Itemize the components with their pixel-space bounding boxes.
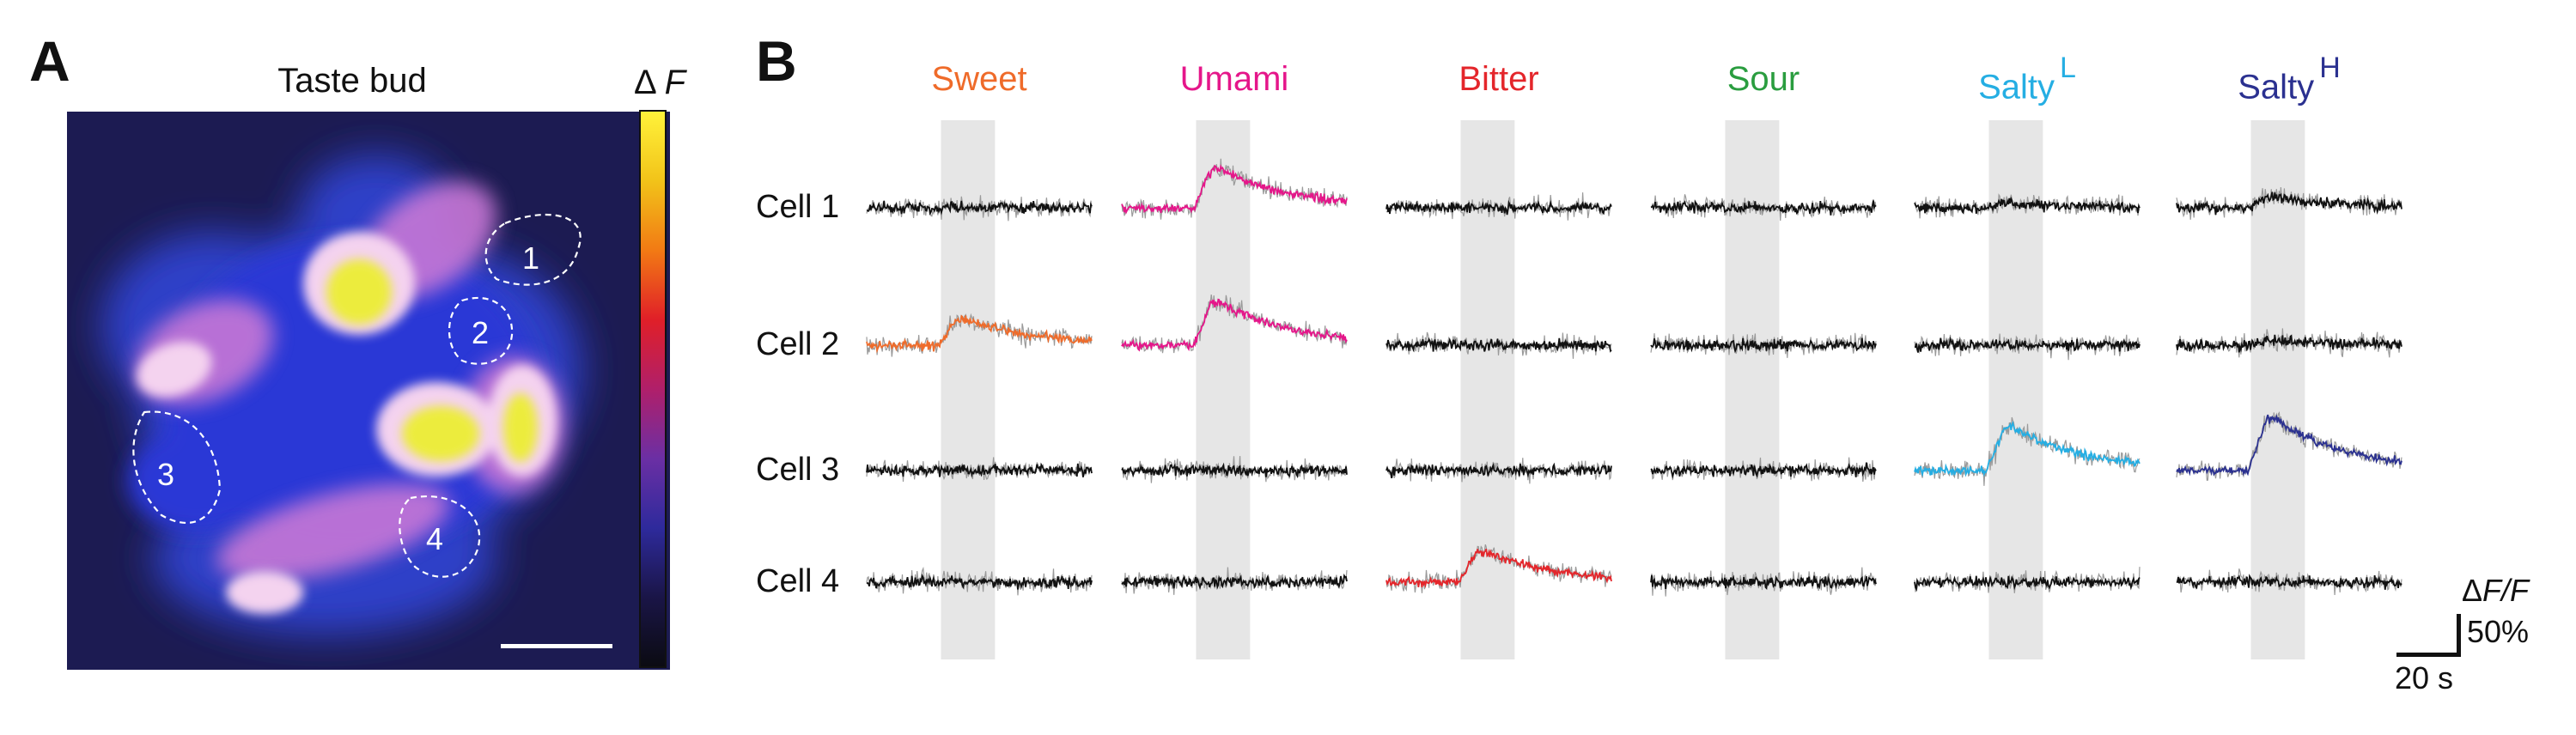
trace-cell-1-2	[1385, 199, 1612, 216]
column-label-sup: H	[2319, 52, 2341, 84]
taste-bud-micrograph: 1 2 3 4	[67, 112, 670, 670]
trace-cell-2-0	[866, 314, 1093, 354]
scale-y-label: ΔF/F	[2462, 575, 2529, 606]
cell-3-number: 3	[157, 457, 174, 492]
colorbar	[639, 110, 667, 668]
column-label-text: Sweet	[931, 60, 1027, 98]
trace-cell-2-1	[1121, 298, 1348, 352]
column-label-3: Sour	[1635, 62, 1892, 96]
column-label-sup: L	[2060, 52, 2076, 84]
column-label-0: Sweet	[850, 62, 1108, 96]
micrograph-scale-bar	[501, 644, 612, 648]
trace-cell-3-4	[1914, 420, 2141, 477]
cell-2-number: 2	[472, 315, 489, 350]
colorbar-delta: Δ	[634, 64, 655, 101]
trace-cell-3-1	[1121, 462, 1348, 479]
trace-cell-3-5	[2176, 414, 2402, 477]
stimulus-band	[2250, 120, 2305, 659]
column-label-4: SaltyL	[1898, 53, 2156, 106]
cell-4-outline	[399, 495, 481, 578]
trace-cell-1-5	[2176, 191, 2402, 216]
panel-a-letter: A	[29, 29, 70, 93]
trace-cell-3-0	[866, 462, 1093, 478]
column-label-text: Salty	[1978, 68, 2055, 106]
cell-1-outline	[484, 213, 582, 286]
scale-y-value: 50%	[2467, 614, 2530, 649]
colorbar-label: Δ F	[634, 65, 685, 100]
trace-variance-2-2	[1385, 331, 1612, 359]
column-label-text: Salty	[2238, 68, 2315, 106]
column-label-5: SaltyH	[2160, 53, 2418, 106]
trace-cell-4-4	[1914, 574, 2141, 592]
trace-cell-3-2	[1385, 462, 1612, 479]
column-label-text: Umami	[1179, 60, 1289, 98]
colorbar-var: F	[664, 64, 686, 101]
column-label-1: Umami	[1105, 62, 1363, 96]
stimulus-band	[1196, 120, 1251, 659]
row-label-2: Cell 2	[756, 326, 840, 362]
row-label-4: Cell 4	[756, 563, 840, 599]
scale-var: F/F	[2482, 573, 2530, 608]
cell-1-number: 1	[522, 240, 539, 276]
cell-3-outline	[132, 410, 222, 524]
trace-cell-1-4	[1914, 196, 2141, 215]
row-label-3: Cell 3	[756, 452, 840, 488]
column-label-text: Bitter	[1459, 60, 1539, 98]
trace-cell-4-3	[1650, 574, 1877, 590]
trace-cell-1-0	[866, 200, 1093, 216]
trace-cell-4-2	[1385, 548, 1612, 588]
trace-cell-4-5	[2176, 574, 2402, 590]
trace-cell-2-4	[1914, 336, 2141, 353]
scale-delta: Δ	[2462, 573, 2483, 608]
column-label-2: Bitter	[1370, 62, 1628, 96]
cell-4-number: 4	[426, 521, 443, 556]
trace-cell-4-1	[1121, 574, 1348, 590]
scale-bar-vertical	[2457, 614, 2461, 657]
column-label-text: Sour	[1726, 60, 1800, 98]
trace-cell-3-3	[1650, 462, 1877, 479]
trace-cell-1-1	[1121, 164, 1348, 216]
trace-cell-4-0	[866, 573, 1093, 590]
panel-a-title: Taste bud	[277, 62, 427, 100]
scale-x-value: 20 s	[2395, 660, 2454, 696]
panel-b-letter: B	[756, 29, 797, 93]
trace-cell-2-3	[1650, 337, 1877, 354]
trace-variance-4-3	[1650, 567, 1877, 597]
row-label-1: Cell 1	[756, 189, 840, 225]
trace-cell-1-3	[1650, 199, 1877, 216]
trace-cell-2-2	[1385, 337, 1612, 353]
scale-bar-horizontal	[2396, 653, 2461, 657]
trace-cell-2-5	[2176, 334, 2402, 353]
cell-2-outline	[448, 296, 514, 365]
